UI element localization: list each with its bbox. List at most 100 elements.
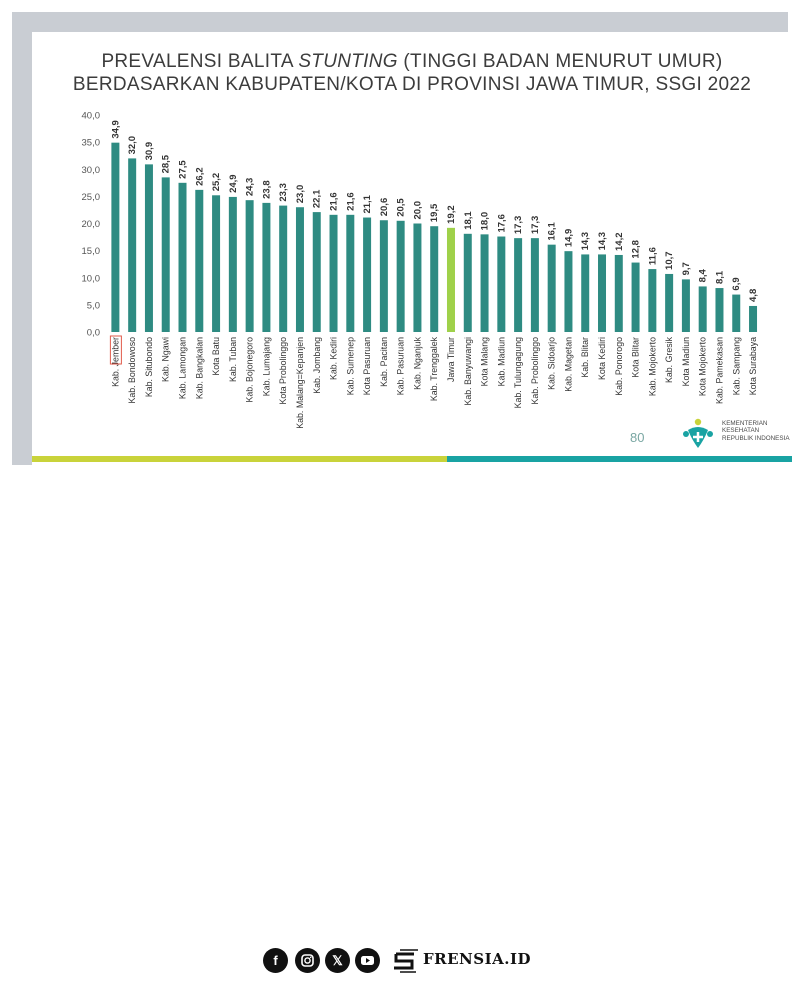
y-tick-label: 35,0 bbox=[82, 138, 101, 149]
bar bbox=[665, 273, 674, 332]
y-tick-label: 5,0 bbox=[87, 300, 100, 311]
value-label: 14,3 bbox=[597, 232, 608, 251]
value-label: 23,8 bbox=[261, 180, 272, 199]
bar bbox=[648, 269, 657, 332]
bar bbox=[598, 254, 607, 332]
highlight-box bbox=[109, 335, 122, 365]
category-label: Kab. Tuban bbox=[228, 337, 238, 382]
category-label: Kota Mojokerto bbox=[698, 337, 708, 396]
ministry-logo-icon bbox=[683, 418, 713, 448]
value-label: 19,5 bbox=[429, 203, 440, 222]
category-label: Kab. Mojokerto bbox=[647, 337, 657, 396]
value-label: 21,1 bbox=[362, 194, 373, 213]
bar bbox=[363, 217, 372, 332]
value-label: 22,1 bbox=[312, 189, 323, 208]
value-label: 32,0 bbox=[127, 136, 138, 155]
youtube-icon[interactable] bbox=[355, 948, 380, 973]
y-tick-label: 0,0 bbox=[87, 328, 100, 339]
value-label: 20,0 bbox=[412, 201, 423, 220]
bar bbox=[446, 227, 455, 332]
value-label: 30,9 bbox=[144, 142, 155, 161]
category-label: Kab. Malang=Kepanjen bbox=[295, 337, 305, 429]
value-label: 17,3 bbox=[513, 216, 524, 235]
bar bbox=[111, 142, 120, 332]
footer-stripe-yellow bbox=[32, 456, 447, 462]
frensia-logo-icon bbox=[394, 949, 418, 973]
bar bbox=[564, 251, 573, 332]
bar bbox=[463, 233, 472, 332]
bar bbox=[749, 305, 758, 332]
bar bbox=[346, 214, 355, 332]
slide-frame: PREVALENSI BALITA STUNTING (TINGGI BADAN… bbox=[12, 12, 792, 475]
bar bbox=[144, 164, 153, 332]
category-label: Kab. Situbondo bbox=[144, 337, 154, 397]
category-label: Kab. Pacitan bbox=[379, 337, 389, 387]
bar bbox=[581, 254, 590, 332]
bar bbox=[514, 238, 523, 332]
value-label: 17,6 bbox=[496, 214, 507, 233]
category-label: Kota Madiun bbox=[681, 337, 691, 386]
category-label: Kota Surabaya bbox=[748, 337, 758, 395]
bar bbox=[195, 189, 204, 332]
bar bbox=[161, 177, 170, 332]
bar bbox=[614, 254, 623, 332]
value-label: 18,0 bbox=[480, 212, 491, 231]
value-label: 11,6 bbox=[647, 247, 658, 265]
y-tick-label: 20,0 bbox=[82, 219, 101, 230]
x-icon[interactable]: 𝕏 bbox=[325, 948, 350, 973]
bar bbox=[497, 236, 506, 332]
bar bbox=[212, 195, 221, 332]
value-label: 10,7 bbox=[664, 251, 675, 270]
value-label: 8,4 bbox=[698, 269, 709, 283]
title-line1-em: STUNTING bbox=[298, 51, 398, 72]
title-line1-pre: PREVALENSI BALITA bbox=[101, 51, 299, 72]
value-label: 12,8 bbox=[631, 240, 642, 259]
category-label: Kab. Lamongan bbox=[178, 337, 188, 399]
category-label: Kab. Probolinggo bbox=[530, 337, 540, 405]
value-label: 21,6 bbox=[345, 192, 356, 211]
bar bbox=[178, 182, 187, 332]
category-label: Kab. Trenggalek bbox=[429, 336, 439, 401]
bar bbox=[329, 214, 338, 332]
value-label: 28,5 bbox=[161, 154, 172, 173]
category-label: Kab. Ponorogo bbox=[614, 337, 624, 396]
category-label: Kota Pasuruan bbox=[362, 337, 372, 395]
value-label: 20,5 bbox=[396, 198, 407, 217]
value-label: 20,6 bbox=[379, 198, 390, 217]
title-line1-post: (TINGGI BADAN MENURUT UMUR) bbox=[397, 51, 723, 72]
y-tick-label: 40,0 bbox=[82, 111, 101, 122]
instagram-icon[interactable] bbox=[295, 948, 320, 973]
category-label: Kota Kediri bbox=[597, 337, 607, 380]
value-label: 14,2 bbox=[614, 232, 625, 251]
y-tick-label: 15,0 bbox=[82, 246, 101, 257]
category-label: Kota Probolinggo bbox=[278, 337, 288, 405]
facebook-icon[interactable]: f bbox=[263, 948, 288, 973]
bar bbox=[228, 196, 237, 332]
title-line2: BERDASARKAN KABUPATEN/KOTA DI PROVINSI J… bbox=[72, 74, 752, 95]
bar bbox=[547, 244, 556, 332]
bar bbox=[480, 234, 489, 332]
value-label: 4,8 bbox=[748, 289, 759, 302]
bar bbox=[681, 279, 690, 332]
bar bbox=[396, 220, 405, 332]
ministry-logo-text: KEMENTERIAN KESEHATAN REPUBLIK INDONESIA bbox=[722, 420, 790, 442]
value-label: 6,9 bbox=[731, 277, 742, 290]
bar bbox=[530, 238, 539, 332]
bar bbox=[430, 226, 439, 332]
bar bbox=[312, 212, 321, 332]
category-label: Kab. Bangkalan bbox=[194, 337, 204, 399]
category-label: Kab. Bondowoso bbox=[127, 337, 137, 404]
y-tick-label: 25,0 bbox=[82, 192, 101, 203]
category-label: Kota Blitar bbox=[631, 337, 641, 378]
bar bbox=[128, 158, 137, 332]
y-tick-label: 30,0 bbox=[82, 165, 101, 176]
value-label: 23,0 bbox=[295, 185, 306, 204]
value-label: 27,5 bbox=[178, 160, 189, 179]
bar bbox=[279, 205, 288, 332]
bar-chart: 0,0 5,0 10,0 15,0 20,0 25,0 30,0 35,0 40,0 34,9 Ka… bbox=[82, 111, 760, 429]
bar bbox=[295, 207, 304, 332]
value-label: 24,9 bbox=[228, 174, 239, 193]
slide: PREVALENSI BALITA STUNTING (TINGGI BADAN… bbox=[32, 32, 792, 475]
category-label: Kab. Sampang bbox=[731, 337, 741, 395]
category-label: Kab. Gresik bbox=[664, 336, 674, 383]
